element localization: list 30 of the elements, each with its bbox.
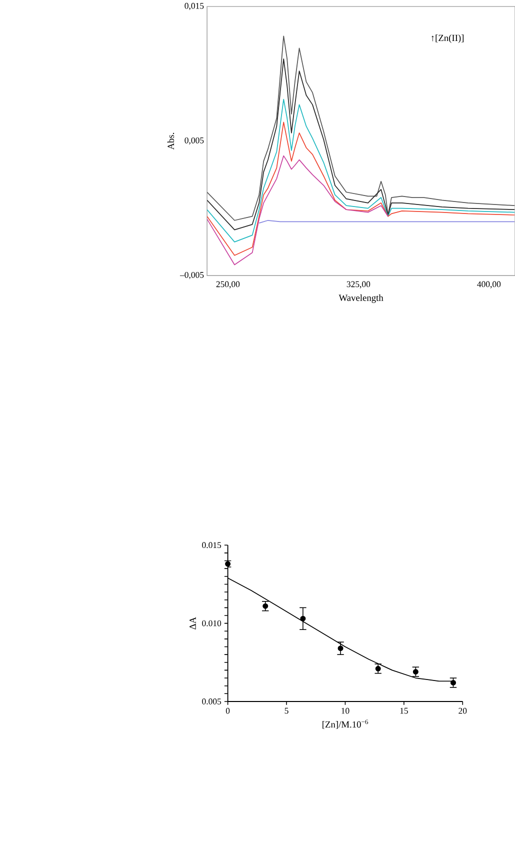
y-tick-label: 0.010 — [202, 620, 221, 626]
x-axis-title: Wavelength — [338, 294, 384, 303]
point — [338, 646, 344, 652]
line-series — [206, 98, 515, 242]
x-tick-label: 0 — [226, 708, 230, 714]
y-axis-title: Abs. — [167, 132, 174, 150]
line-series — [206, 58, 515, 230]
y-tick-label: 0,015 — [184, 2, 204, 10]
x-tick-label: 325,00 — [346, 281, 370, 288]
point — [262, 603, 268, 609]
y-tick-label: –0,005 — [180, 272, 204, 280]
x-tick-label: 5 — [284, 708, 288, 714]
x-tick-label: 15 — [400, 708, 408, 714]
x-axis-title: [Zn]/M.10$^{−6}$ — [322, 720, 368, 729]
y-tick-label: 0,005 — [184, 137, 204, 145]
y-tick-label: 0.005 — [202, 698, 221, 704]
point — [300, 616, 306, 622]
x-tick-label: 400,00 — [476, 281, 500, 288]
x-tick-label: 10 — [341, 708, 350, 714]
point — [412, 669, 418, 675]
y-axis-title: ΔA — [189, 616, 196, 630]
annotation: ↑[Zn(II)] — [431, 34, 464, 44]
point — [375, 666, 381, 672]
line-series — [206, 36, 515, 221]
x-tick-label: 250,00 — [216, 281, 240, 288]
y-tick-label: 0.015 — [202, 542, 221, 548]
line-series — [206, 155, 388, 266]
line-series — [206, 122, 515, 256]
x-tick-label: 20 — [458, 708, 466, 714]
point — [224, 561, 230, 567]
